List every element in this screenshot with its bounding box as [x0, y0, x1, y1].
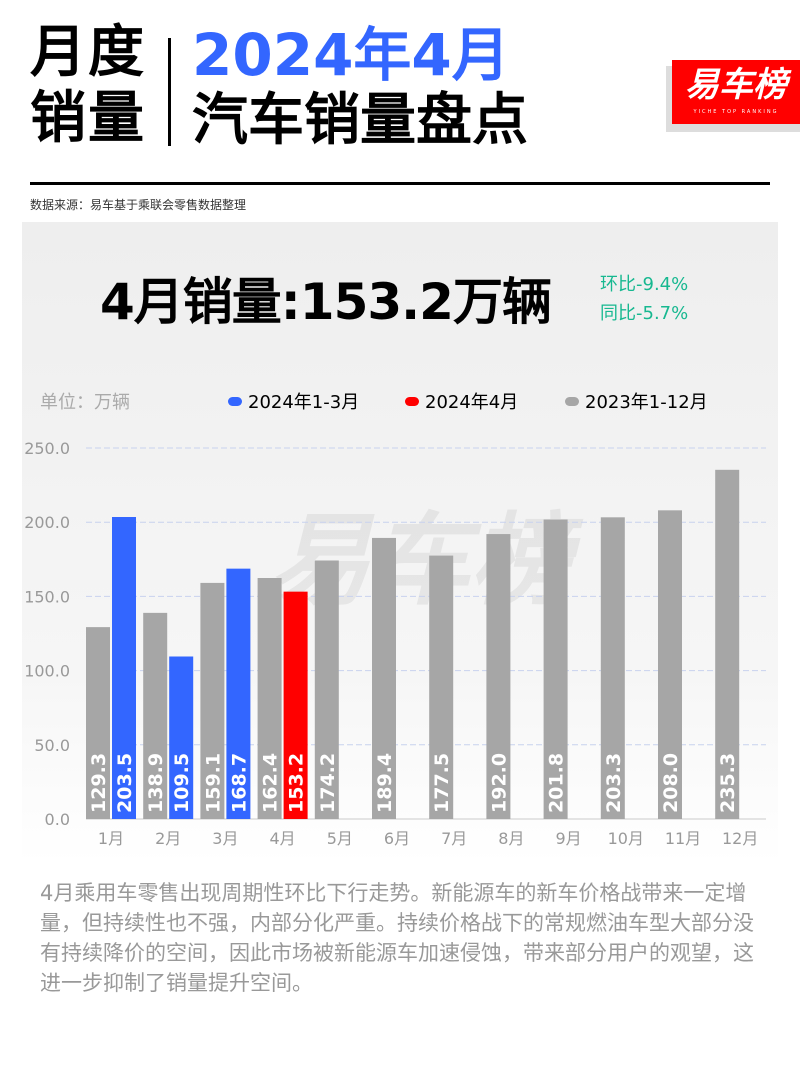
- legend-label: 2024年4月: [425, 392, 519, 413]
- bar-2023: [314, 560, 339, 819]
- title-divider: [168, 38, 171, 146]
- title-line-2: 销量: [30, 86, 146, 151]
- legend-label: 2024年1-3月: [248, 392, 360, 413]
- legend-swatch-red: [405, 396, 419, 406]
- mom-ratio: 环比-9.4%: [600, 274, 689, 295]
- bar-2023: [715, 469, 740, 819]
- bar-data-label: 201.8: [546, 753, 568, 813]
- bar-data-label: 203.5: [114, 753, 136, 813]
- x-tick-label: 12月: [722, 829, 758, 848]
- analysis-paragraph: 4月乘用车零售出现周期性环比下行走势。新能源车的新车价格战带来一定增量，但持续性…: [40, 881, 754, 995]
- title-line-1: 月度: [30, 20, 146, 85]
- bar-data-label: 174.2: [317, 753, 339, 813]
- title-date: 2024年4月: [192, 21, 510, 89]
- legend-swatch-gray: [565, 396, 579, 406]
- bar-2023: [600, 517, 625, 819]
- logo-subtext: YICHE TOP RANKING: [693, 109, 779, 115]
- bar-data-label: 192.0: [488, 753, 510, 813]
- bar-data-label: 153.2: [286, 753, 308, 813]
- bar-2024-jan-mar: [226, 568, 251, 819]
- y-tick-label: 50.0: [34, 736, 70, 755]
- x-tick-label: 7月: [441, 829, 467, 848]
- bar-data-label: 235.3: [717, 753, 739, 813]
- yoy-ratio: 同比-5.7%: [600, 303, 689, 324]
- bar-2023: [86, 627, 110, 819]
- x-tick-label: 10月: [608, 829, 644, 848]
- legend-2023: 2023年1-12月: [565, 388, 708, 414]
- legend-2024-apr: 2024年4月: [405, 388, 518, 414]
- data-source: 数据来源：易车基于乘联会零售数据整理: [30, 198, 247, 212]
- bar-data-label: 129.3: [88, 753, 110, 813]
- logo-text: 易车榜: [685, 65, 787, 105]
- header-rule: [30, 182, 770, 185]
- y-tick-label: 250.0: [24, 439, 70, 458]
- yiche-logo: 易车榜 YICHE TOP RANKING: [672, 60, 800, 124]
- x-tick-label: 9月: [556, 829, 582, 848]
- bar-2023: [143, 612, 168, 819]
- y-tick-label: 100.0: [24, 662, 70, 681]
- bar-data-label: 208.0: [660, 753, 682, 813]
- bar-data-label: 203.3: [603, 753, 625, 813]
- bar-2023: [372, 537, 396, 819]
- bar-data-label: 177.5: [431, 753, 453, 813]
- bar-data-label: 189.4: [374, 753, 396, 813]
- y-tick-label: 150.0: [24, 587, 70, 606]
- legend-2024-jan-mar: 2024年1-3月: [228, 388, 359, 414]
- x-tick-label: 6月: [384, 829, 410, 848]
- bar-2023: [543, 519, 568, 819]
- bar-2024-jan-mar: [112, 517, 136, 819]
- bar-data-label: 162.4: [260, 753, 282, 813]
- x-tick-label: 8月: [498, 829, 524, 848]
- bar-data-label: 168.7: [228, 753, 250, 813]
- y-tick-label: 200.0: [24, 513, 70, 532]
- x-tick-label: 2月: [155, 829, 181, 848]
- legend-label: 2023年1-12月: [585, 392, 708, 413]
- bar-data-label: 138.9: [145, 753, 167, 813]
- bar-2024-apr: [283, 591, 308, 819]
- bar-2023: [200, 582, 225, 819]
- bar-data-label: 159.1: [202, 753, 224, 813]
- x-tick-label: 1月: [98, 829, 124, 848]
- bar-2023: [257, 577, 282, 819]
- title-subject: 汽车销量盘点: [192, 88, 528, 153]
- x-tick-label: 5月: [327, 829, 353, 848]
- headline-sales: 4月销量:153.2万辆: [100, 273, 552, 331]
- x-tick-label: 4月: [270, 829, 296, 848]
- bar-2024-jan-mar: [169, 656, 194, 819]
- bar-data-label: 109.5: [171, 753, 193, 813]
- unit-label: 单位：万辆: [40, 392, 130, 413]
- bar-2023: [429, 555, 454, 819]
- bar-2023: [486, 534, 511, 819]
- x-tick-label: 11月: [665, 829, 701, 848]
- y-tick-label: 0.0: [45, 810, 70, 829]
- title-monthly-sales: 月度 销量: [30, 20, 146, 152]
- bar-2023: [658, 510, 682, 819]
- legend-swatch-blue: [228, 396, 242, 406]
- x-tick-label: 3月: [212, 829, 238, 848]
